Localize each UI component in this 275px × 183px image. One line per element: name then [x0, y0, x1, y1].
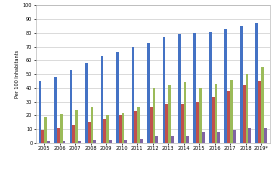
Bar [243, 85, 246, 143]
Bar [178, 34, 181, 143]
Bar [94, 140, 96, 143]
Bar [230, 80, 233, 143]
Bar [109, 140, 112, 143]
Bar [194, 33, 196, 143]
Bar [54, 77, 57, 143]
Bar [155, 136, 158, 143]
Bar [227, 91, 230, 143]
Bar [106, 115, 109, 143]
Bar [150, 107, 153, 143]
Bar [60, 114, 62, 143]
Bar [163, 37, 165, 143]
Bar [202, 132, 205, 143]
Bar [39, 81, 42, 143]
Bar [181, 104, 184, 143]
Bar [72, 125, 75, 143]
Bar [75, 110, 78, 143]
Bar [196, 102, 199, 143]
Bar [153, 88, 155, 143]
Bar [199, 88, 202, 143]
Bar [248, 128, 251, 143]
Bar [125, 140, 127, 143]
Bar [137, 107, 140, 143]
Bar [119, 115, 122, 143]
Bar [88, 122, 91, 143]
Bar [131, 47, 134, 143]
Bar [147, 42, 150, 143]
Bar [240, 26, 243, 143]
Bar [258, 81, 261, 143]
Bar [168, 85, 171, 143]
Bar [212, 97, 214, 143]
Bar [116, 52, 119, 143]
Bar [261, 67, 264, 143]
Bar [264, 128, 266, 143]
Bar [246, 74, 248, 143]
Bar [122, 113, 125, 143]
Bar [134, 111, 137, 143]
Bar [209, 31, 212, 143]
Bar [233, 130, 236, 143]
Bar [165, 104, 168, 143]
Bar [217, 132, 220, 143]
Bar [184, 82, 186, 143]
Bar [57, 128, 60, 143]
Bar [140, 139, 143, 143]
Bar [47, 141, 50, 143]
Bar [224, 29, 227, 143]
Bar [101, 56, 103, 143]
Y-axis label: Per 100 Inhabitants: Per 100 Inhabitants [15, 50, 20, 98]
Bar [44, 117, 47, 143]
Bar [62, 141, 65, 143]
Bar [78, 141, 81, 143]
Bar [255, 23, 258, 143]
Bar [70, 70, 72, 143]
Bar [186, 136, 189, 143]
Bar [85, 63, 88, 143]
Bar [42, 130, 44, 143]
Bar [91, 107, 94, 143]
Bar [103, 119, 106, 143]
Bar [171, 136, 174, 143]
Bar [214, 84, 217, 143]
